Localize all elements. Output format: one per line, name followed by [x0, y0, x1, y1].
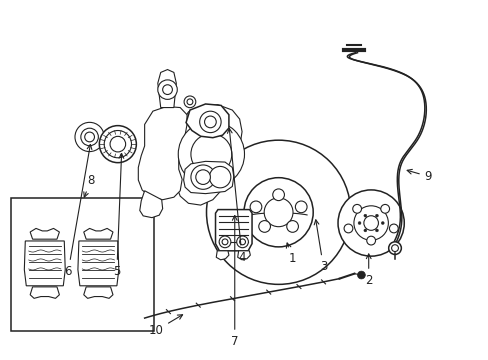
Polygon shape — [183, 161, 233, 194]
Text: 5: 5 — [113, 153, 123, 278]
Circle shape — [258, 221, 270, 232]
Circle shape — [366, 236, 375, 245]
Text: 9: 9 — [407, 169, 431, 183]
Circle shape — [250, 201, 261, 213]
Circle shape — [190, 134, 231, 175]
Polygon shape — [30, 228, 59, 239]
Circle shape — [219, 236, 230, 248]
Circle shape — [178, 121, 244, 187]
Circle shape — [206, 140, 350, 284]
Text: 6: 6 — [64, 144, 92, 278]
Circle shape — [272, 189, 284, 201]
Circle shape — [190, 165, 215, 189]
Polygon shape — [83, 287, 113, 298]
Circle shape — [375, 229, 378, 232]
Text: 2: 2 — [364, 254, 372, 287]
Circle shape — [337, 190, 404, 256]
Circle shape — [295, 201, 306, 213]
Circle shape — [222, 239, 227, 245]
Circle shape — [357, 221, 360, 225]
Circle shape — [199, 111, 221, 132]
Text: 3: 3 — [314, 220, 326, 273]
Bar — [11, 198, 154, 330]
Polygon shape — [78, 241, 119, 286]
Text: 8: 8 — [83, 174, 95, 197]
Circle shape — [344, 224, 352, 233]
Circle shape — [357, 271, 365, 279]
Circle shape — [209, 166, 230, 188]
Circle shape — [202, 114, 220, 132]
Circle shape — [391, 245, 398, 252]
Circle shape — [204, 116, 216, 128]
Polygon shape — [215, 210, 251, 251]
Circle shape — [158, 80, 177, 99]
Circle shape — [84, 132, 94, 142]
Circle shape — [75, 122, 104, 152]
Circle shape — [264, 198, 292, 227]
Circle shape — [99, 126, 136, 163]
Circle shape — [352, 204, 361, 213]
Text: 7: 7 — [230, 216, 238, 348]
Text: 10: 10 — [148, 315, 182, 337]
Polygon shape — [216, 251, 228, 260]
Circle shape — [363, 216, 378, 230]
Polygon shape — [174, 105, 242, 205]
Circle shape — [239, 239, 245, 245]
Circle shape — [81, 128, 98, 146]
Circle shape — [286, 221, 298, 232]
Circle shape — [381, 221, 384, 225]
Polygon shape — [140, 191, 163, 218]
Circle shape — [206, 118, 216, 128]
Circle shape — [388, 242, 401, 255]
Polygon shape — [185, 104, 228, 138]
Polygon shape — [30, 287, 59, 298]
Text: 4: 4 — [227, 129, 245, 264]
Circle shape — [363, 214, 366, 217]
Circle shape — [183, 96, 195, 108]
Polygon shape — [158, 69, 176, 108]
Circle shape — [195, 170, 210, 184]
Circle shape — [186, 99, 192, 105]
Circle shape — [236, 236, 248, 248]
Circle shape — [104, 130, 131, 158]
Polygon shape — [237, 251, 250, 260]
Polygon shape — [138, 107, 186, 200]
Circle shape — [388, 224, 397, 233]
Circle shape — [380, 204, 389, 213]
Circle shape — [110, 136, 125, 152]
Circle shape — [363, 229, 366, 232]
Circle shape — [353, 206, 387, 240]
Circle shape — [375, 214, 378, 217]
Circle shape — [244, 178, 312, 247]
Polygon shape — [83, 228, 113, 239]
Circle shape — [163, 85, 172, 95]
Polygon shape — [24, 241, 65, 286]
Text: 1: 1 — [286, 243, 295, 265]
